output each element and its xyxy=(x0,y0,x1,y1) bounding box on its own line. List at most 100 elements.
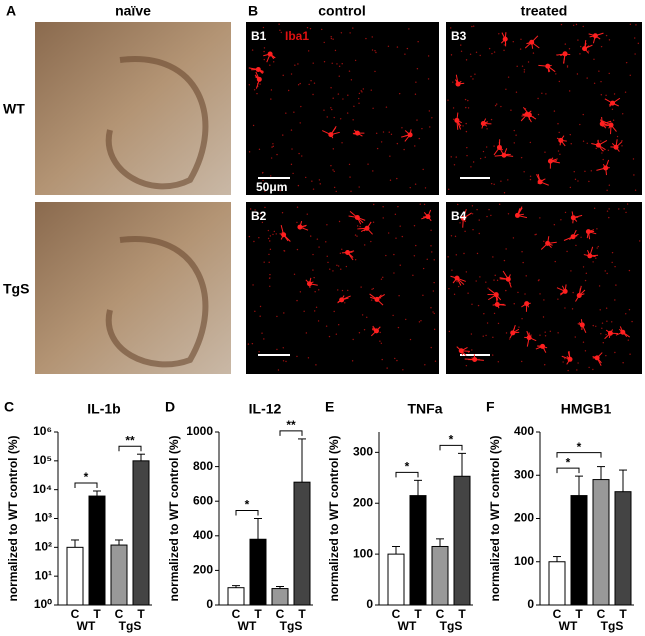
speckle xyxy=(637,42,640,45)
panel-letter: D xyxy=(165,399,175,415)
speckle xyxy=(513,129,515,132)
speckle xyxy=(490,118,493,121)
speckle xyxy=(427,78,430,80)
speckle xyxy=(339,118,342,120)
speckle xyxy=(474,73,476,75)
speckle xyxy=(325,241,327,243)
speckle xyxy=(263,261,265,263)
speckle xyxy=(599,309,601,311)
speckle xyxy=(537,279,540,282)
process xyxy=(612,102,619,107)
process xyxy=(531,41,540,49)
bar xyxy=(132,460,150,606)
speckle xyxy=(290,129,293,131)
process xyxy=(462,218,464,228)
speckle xyxy=(494,274,496,277)
speckle xyxy=(305,332,308,334)
speckle xyxy=(465,130,468,133)
speckle xyxy=(374,70,376,73)
speckle xyxy=(318,179,321,181)
speckle xyxy=(602,150,605,152)
speckle xyxy=(465,364,468,367)
speckle xyxy=(464,230,466,233)
speckle xyxy=(544,335,547,337)
speckle xyxy=(624,91,627,93)
speckle xyxy=(450,27,452,29)
speckle xyxy=(553,110,556,112)
speckle xyxy=(476,208,478,211)
speckle xyxy=(484,156,486,158)
speckle xyxy=(351,360,354,362)
speckle xyxy=(367,163,369,165)
speckle xyxy=(422,267,425,270)
speckle xyxy=(261,172,264,174)
speckle xyxy=(632,158,635,160)
speckle xyxy=(496,279,499,282)
speckle xyxy=(372,170,374,172)
speckle xyxy=(371,36,373,38)
speckle xyxy=(433,281,435,284)
process xyxy=(517,214,528,219)
speckle xyxy=(281,212,284,214)
speckle xyxy=(282,134,284,136)
speckle xyxy=(312,269,314,271)
process xyxy=(526,114,532,123)
y-tick-label: 600 xyxy=(193,493,213,507)
speckle xyxy=(418,321,421,323)
brain-structure xyxy=(105,236,209,368)
speckle xyxy=(330,164,332,167)
speckle xyxy=(332,169,334,171)
process xyxy=(457,82,465,85)
speckle xyxy=(465,122,467,125)
speckle xyxy=(348,163,351,166)
speckle xyxy=(629,74,631,77)
speckle xyxy=(293,273,296,275)
stain-label: Iba1 xyxy=(285,29,309,43)
speckle xyxy=(521,251,523,253)
panel-letter: F xyxy=(486,399,495,415)
image-label: B3 xyxy=(451,29,467,43)
x-tick-label: C xyxy=(71,607,80,621)
speckle xyxy=(452,107,455,109)
speckle xyxy=(372,287,375,290)
speckle xyxy=(285,360,287,363)
speckle xyxy=(283,312,285,314)
panel-letter: A xyxy=(6,3,16,19)
process xyxy=(482,118,487,124)
speckle xyxy=(305,176,307,179)
speckle xyxy=(270,175,272,177)
speckle xyxy=(596,247,598,249)
image-label: B4 xyxy=(451,209,467,223)
speckle xyxy=(634,37,636,39)
speckle xyxy=(571,308,574,310)
process xyxy=(358,227,368,230)
process xyxy=(456,112,459,121)
speckle xyxy=(330,87,332,89)
speckle xyxy=(564,211,567,214)
speckle xyxy=(557,150,560,152)
process xyxy=(578,289,586,296)
column-title: naïve xyxy=(115,3,151,19)
process xyxy=(503,148,508,156)
speckle xyxy=(307,357,310,359)
speckle xyxy=(333,116,335,119)
speckle xyxy=(503,259,506,262)
speckle xyxy=(432,311,434,313)
speckle xyxy=(471,303,473,306)
speckle xyxy=(544,331,546,333)
speckle xyxy=(347,94,349,96)
speckle xyxy=(427,55,430,57)
process xyxy=(584,43,587,49)
speckle xyxy=(387,232,390,234)
speckle xyxy=(370,89,372,91)
process xyxy=(615,331,623,336)
speckle xyxy=(568,90,571,92)
speckle xyxy=(493,51,496,53)
process xyxy=(330,127,337,135)
speckle xyxy=(354,234,357,236)
y-axis-label: normalized to WT control (%) xyxy=(6,436,20,602)
speckle xyxy=(510,109,512,111)
process xyxy=(456,277,466,282)
process xyxy=(542,346,547,353)
process xyxy=(299,220,303,228)
